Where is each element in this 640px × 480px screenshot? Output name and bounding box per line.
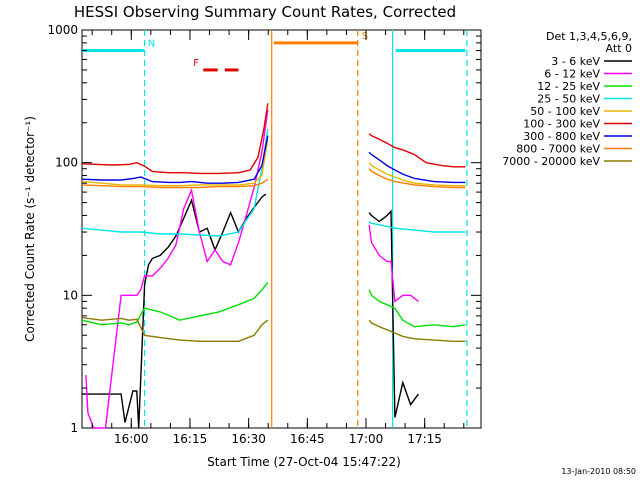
series-line-5-seg-1 [368, 133, 466, 168]
flag-label-f: F [193, 58, 199, 69]
y-tick-label: 1000 [47, 23, 78, 37]
time-markers [143, 30, 468, 428]
series-line-2-seg-0 [81, 282, 269, 326]
series-line-7-seg-0 [81, 178, 269, 189]
y-tick-label: 10 [63, 288, 78, 302]
legend-label-5: 100 - 300 keV [523, 118, 600, 131]
legend-label-0: 3 - 6 keV [551, 55, 600, 68]
flag-label-n: N [148, 39, 155, 50]
legend-label-3: 25 - 50 keV [537, 93, 600, 106]
legend-header-0: Det 1,3,4,5,6,9, [546, 30, 632, 43]
series-line-4-seg-1 [368, 162, 466, 187]
series-line-4-seg-0 [81, 139, 269, 187]
series-line-1-seg-0 [85, 109, 269, 429]
y-tick-label: 100 [55, 156, 78, 170]
legend-label-2: 12 - 25 keV [537, 80, 600, 93]
legend-label-8: 7000 - 20000 keV [502, 155, 600, 168]
legend-label-1: 6 - 12 keV [544, 68, 600, 81]
series-line-0-seg-1 [368, 209, 419, 418]
series-line-1-seg-1 [368, 224, 419, 303]
series-line-5-seg-0 [81, 103, 269, 175]
legend-label-7: 800 - 7000 keV [516, 143, 600, 156]
series-line-6-seg-0 [81, 135, 269, 184]
x-axis-ticks: 16:00 16:15 16:30 16:45 17:00 17:15 [91, 30, 465, 446]
legend-header-1: Att 0 [606, 42, 632, 55]
x-tick-label: 16:45 [290, 432, 325, 446]
x-tick-label: 16:00 [114, 432, 149, 446]
legend-label-4: 50 - 100 keV [530, 105, 600, 118]
y-axis-ticks: 1 10 100 1000 [47, 23, 481, 435]
x-tick-label: 16:30 [231, 432, 266, 446]
series-line-2-seg-1 [368, 289, 466, 328]
legend-label-6: 300 - 800 keV [523, 130, 600, 143]
y-tick-label: 1 [70, 421, 78, 435]
series-line-3-seg-1 [368, 220, 466, 233]
series-line-6-seg-1 [368, 151, 466, 184]
y-axis-label: Corrected Count Rate (s⁻¹ detector⁻¹) [23, 116, 37, 342]
series-line-7-seg-1 [368, 168, 466, 189]
series-line-3-seg-0 [81, 128, 269, 237]
x-tick-label: 17:00 [349, 432, 384, 446]
series-lines [81, 103, 466, 429]
x-axis-label: Start Time (27-Oct-04 15:47:22) [207, 455, 401, 469]
series-line-8-seg-1 [368, 319, 466, 342]
x-tick-label: 17:15 [407, 432, 442, 446]
x-tick-label: 16:15 [173, 432, 208, 446]
flag-bars: N F S [82, 31, 466, 72]
timestamp: 13-Jan-2010 08:50 [561, 467, 636, 476]
chart-title: HESSI Observing Summary Count Rates, Cor… [74, 3, 456, 21]
series-line-8-seg-0 [81, 316, 269, 342]
flag-label-s: S [362, 31, 368, 42]
